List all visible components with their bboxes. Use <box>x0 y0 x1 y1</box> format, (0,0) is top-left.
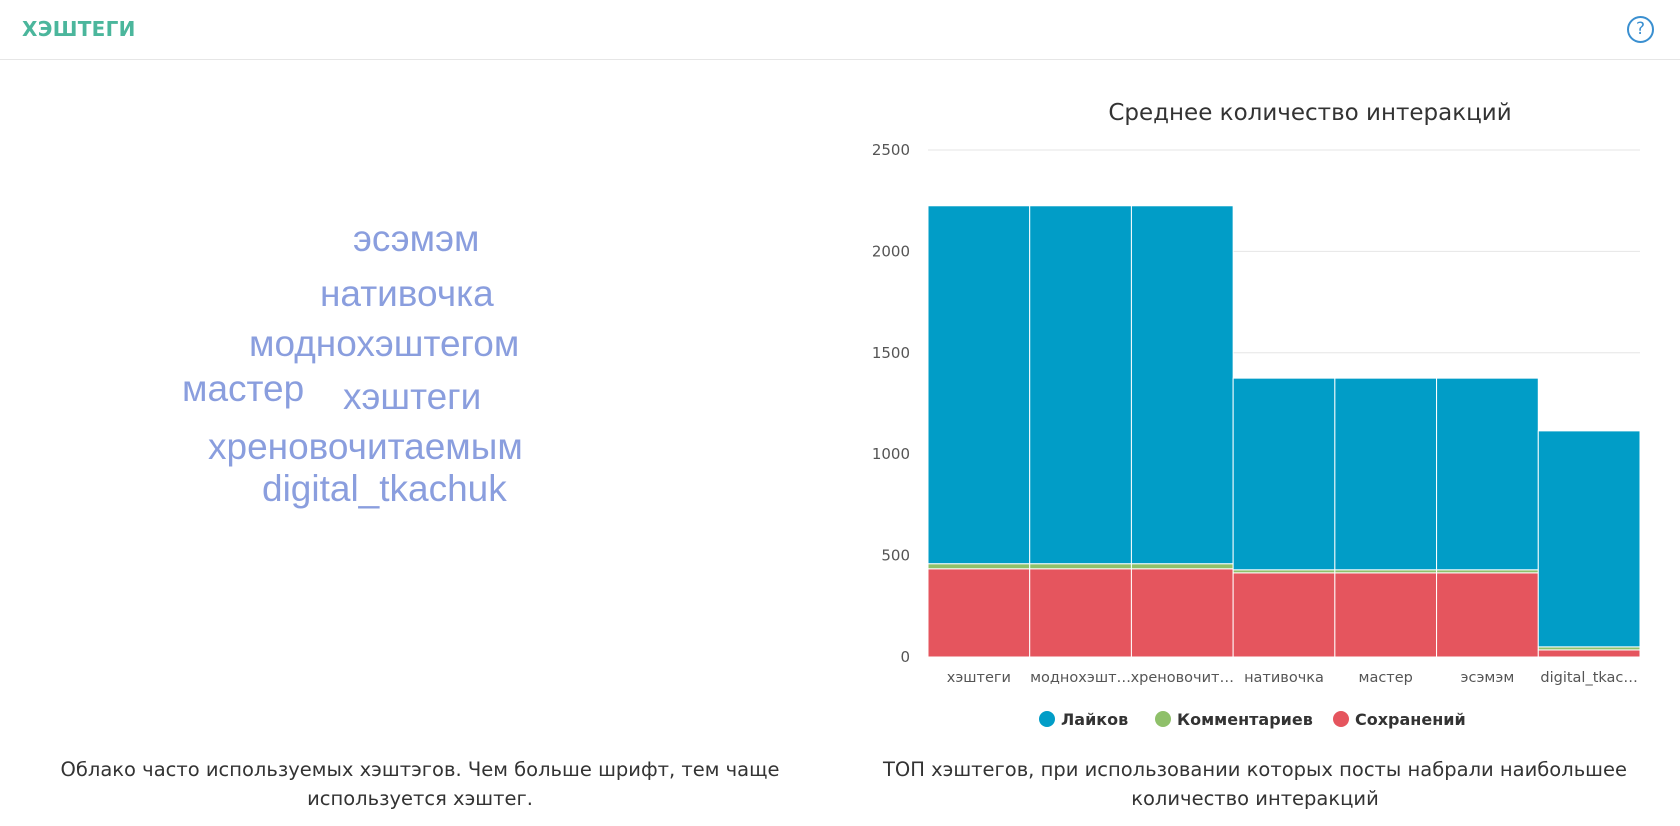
bar-segment[interactable] <box>1537 649 1641 658</box>
bar-segment[interactable] <box>927 205 1031 565</box>
y-tick-label: 1500 <box>872 344 910 362</box>
legend-label[interactable]: Лайков <box>1061 710 1128 729</box>
page-title: ХЭШТЕГИ <box>22 17 136 41</box>
legend-marker[interactable] <box>1039 711 1055 727</box>
bar-segment[interactable] <box>1334 377 1438 571</box>
bar-segment[interactable] <box>1436 572 1539 658</box>
x-tick-label: нативочка <box>1244 670 1324 686</box>
cloud-caption: Облако часто используемых хэштэгов. Чем … <box>60 758 780 810</box>
bar-segment[interactable] <box>1029 205 1132 565</box>
bar-segment[interactable] <box>1130 563 1234 570</box>
bar-segment[interactable] <box>1334 572 1438 658</box>
cloud-word[interactable]: хреновочитаемым <box>208 426 523 467</box>
bar-segment[interactable] <box>1232 572 1336 658</box>
cloud-word[interactable]: нативочка <box>320 273 494 314</box>
x-tick-label: digital_tkac… <box>1540 670 1638 686</box>
bar-segment[interactable] <box>1029 563 1132 570</box>
cloud-word[interactable]: digital_tkachuk <box>262 468 507 509</box>
legend-marker[interactable] <box>1155 711 1171 727</box>
legend-label[interactable]: Комментариев <box>1177 710 1313 729</box>
cloud-word[interactable]: мастер <box>182 368 305 409</box>
bar-segment[interactable] <box>1130 205 1234 565</box>
bar-segment[interactable] <box>927 563 1031 570</box>
chart-caption: ТОП хэштегов, при использовании которых … <box>882 758 1628 810</box>
bar-segment[interactable] <box>1537 430 1641 648</box>
y-tick-label: 2500 <box>872 141 910 159</box>
help-icon[interactable]: ? <box>1627 16 1654 43</box>
legend-label[interactable]: Сохранений <box>1355 710 1466 729</box>
x-tick-label: хреновочит… <box>1131 670 1234 686</box>
y-tick-label: 0 <box>900 648 910 666</box>
y-tick-label: 1000 <box>872 445 910 463</box>
y-tick-label: 500 <box>881 547 910 565</box>
chart-title: Среднее количество интеракций <box>1108 100 1511 126</box>
x-tick-label: эсэмэм <box>1461 670 1515 686</box>
cloud-word[interactable]: моднохэштегом <box>249 323 520 364</box>
bar-segment[interactable] <box>927 568 1031 658</box>
bar-segment[interactable] <box>1029 568 1132 658</box>
x-tick-label: моднохэшт… <box>1030 670 1131 686</box>
bar-segment[interactable] <box>1436 377 1539 571</box>
cloud-word[interactable]: эсэмэм <box>353 218 480 259</box>
header: ХЭШТЕГИ ? <box>0 0 1680 60</box>
x-tick-label: хэштеги <box>947 670 1011 686</box>
legend-marker[interactable] <box>1333 711 1349 727</box>
cloud-word[interactable]: хэштеги <box>343 376 482 417</box>
bar-segment[interactable] <box>1130 568 1234 658</box>
y-tick-label: 2000 <box>872 242 910 260</box>
bar-segment[interactable] <box>1232 377 1336 571</box>
x-tick-label: мастер <box>1359 670 1413 686</box>
hashtag-cloud: эсэмэм нативочка моднохэштегом мастер хэ… <box>0 60 840 740</box>
